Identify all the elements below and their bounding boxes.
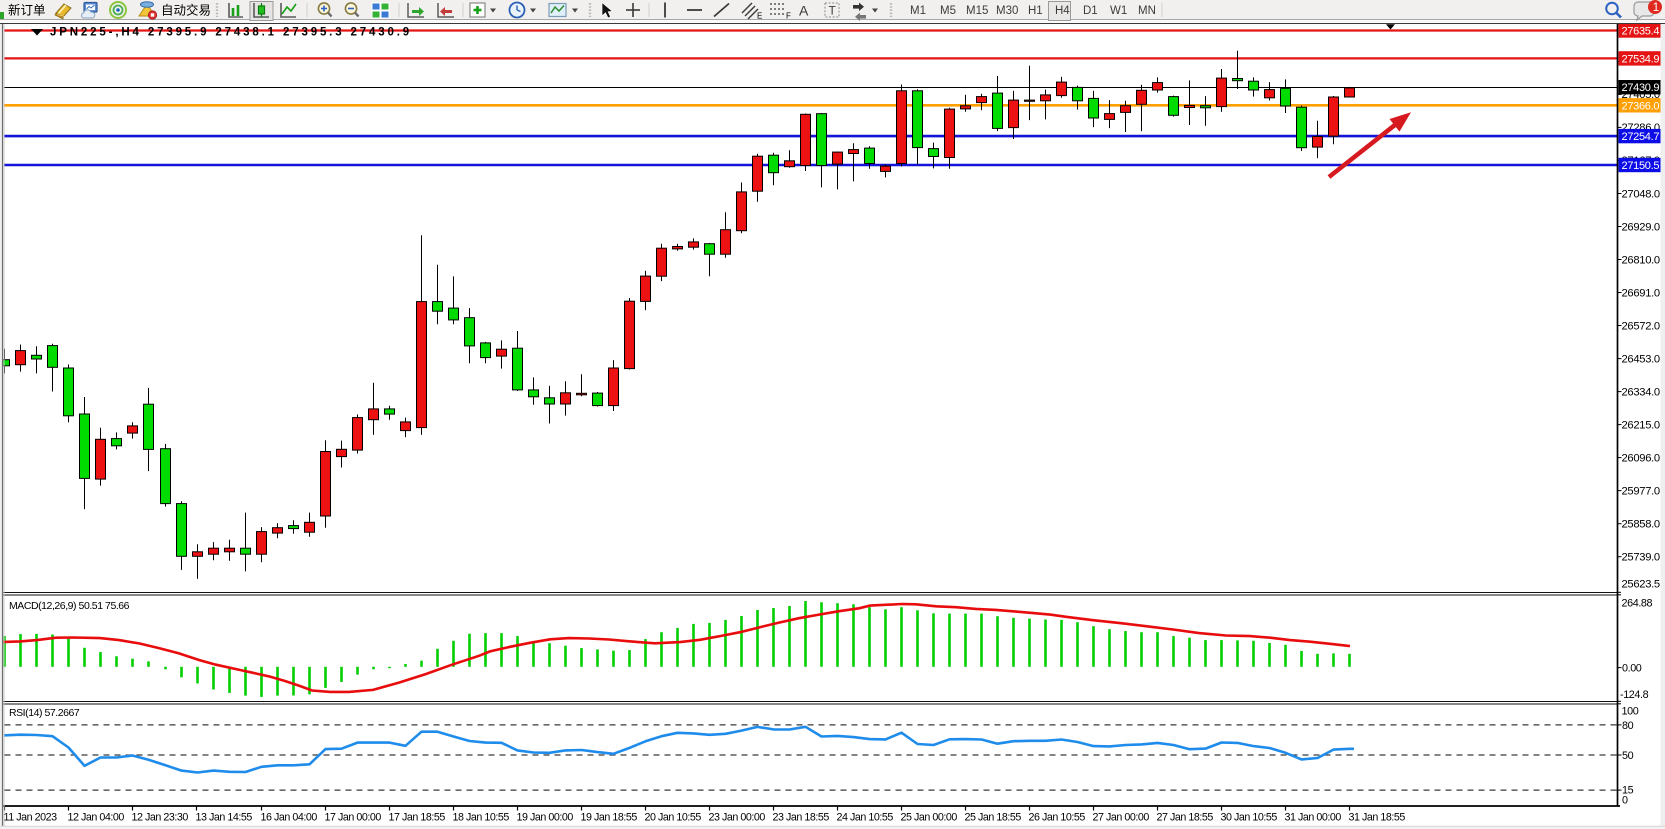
svg-text:23 Jan 00:00: 23 Jan 00:00 [709,812,766,824]
svg-text:26215.0: 26215.0 [1622,419,1660,431]
svg-text:27150.5: 27150.5 [1622,160,1660,172]
svg-text:20 Jan 10:55: 20 Jan 10:55 [645,812,702,824]
svg-text:50: 50 [1622,750,1634,762]
svg-text:13 Jan 14:55: 13 Jan 14:55 [196,812,253,824]
svg-text:11 Jan 2023: 11 Jan 2023 [4,812,58,824]
svg-text:25 Jan 00:00: 25 Jan 00:00 [901,812,958,824]
svg-text:-124.8: -124.8 [1620,689,1649,701]
svg-text:24 Jan 10:55: 24 Jan 10:55 [837,812,894,824]
svg-text:A: A [799,3,809,19]
svg-text:25 Jan 18:55: 25 Jan 18:55 [965,812,1022,824]
svg-text:26691.0: 26691.0 [1622,287,1660,299]
svg-text:31 Jan 18:55: 31 Jan 18:55 [1349,812,1406,824]
svg-text:25623.5: 25623.5 [1622,579,1660,591]
svg-text:26096.0: 26096.0 [1622,452,1660,464]
svg-text:M5: M5 [940,5,956,17]
svg-text:T: T [829,4,837,18]
svg-text:18 Jan 10:55: 18 Jan 10:55 [453,812,510,824]
svg-text:M30: M30 [996,5,1018,17]
svg-text:17 Jan 18:55: 17 Jan 18:55 [389,812,446,824]
svg-text:25977.0: 25977.0 [1622,485,1660,497]
svg-text:27254.7: 27254.7 [1622,131,1660,143]
svg-text:19 Jan 18:55: 19 Jan 18:55 [581,812,638,824]
svg-text:M1: M1 [910,5,926,17]
svg-text:0: 0 [1622,795,1628,807]
svg-text:26453.0: 26453.0 [1622,353,1660,365]
svg-text:MACD(12,26,9) 50.51 75.66: MACD(12,26,9) 50.51 75.66 [9,600,130,612]
svg-text:JPN225-,H4 27395.9 27438.1 27: JPN225-,H4 27395.9 27438.1 27395.3 27430… [50,27,412,39]
svg-text:27048.0: 27048.0 [1622,188,1660,200]
svg-text:26929.0: 26929.0 [1622,221,1660,233]
svg-text:1: 1 [1653,2,1659,14]
svg-text:25739.0: 25739.0 [1622,552,1660,564]
svg-text:100: 100 [1622,706,1639,718]
svg-text:26572.0: 26572.0 [1622,320,1660,332]
svg-text:25858.0: 25858.0 [1622,519,1660,531]
svg-text:D1: D1 [1083,5,1098,17]
svg-text:RSI(14) 57.2667: RSI(14) 57.2667 [9,707,80,719]
svg-text:80: 80 [1622,720,1634,732]
svg-text:MN: MN [1138,5,1156,17]
svg-text:27 Jan 00:00: 27 Jan 00:00 [1093,812,1150,824]
svg-text:27534.9: 27534.9 [1622,53,1660,65]
svg-text:15: 15 [1622,785,1634,797]
svg-text:H4: H4 [1055,5,1070,17]
svg-text:264.88: 264.88 [1622,598,1653,610]
svg-text:19 Jan 00:00: 19 Jan 00:00 [517,812,574,824]
svg-text:31 Jan 00:00: 31 Jan 00:00 [1285,812,1342,824]
svg-text:27430.9: 27430.9 [1622,82,1660,94]
svg-text:26810.0: 26810.0 [1622,254,1660,266]
svg-text:M15: M15 [966,5,988,17]
svg-text:30 Jan 10:55: 30 Jan 10:55 [1221,812,1278,824]
svg-text:H1: H1 [1028,5,1043,17]
svg-text:E: E [757,12,762,21]
svg-text:23 Jan 18:55: 23 Jan 18:55 [773,812,830,824]
svg-text:27366.0: 27366.0 [1622,100,1660,112]
svg-text:17 Jan 00:00: 17 Jan 00:00 [325,812,382,824]
svg-text:F: F [786,12,791,21]
svg-text:0.00: 0.00 [1622,663,1642,675]
svg-text:26334.0: 26334.0 [1622,386,1660,398]
svg-text:12 Jan 04:00: 12 Jan 04:00 [68,812,125,824]
svg-text:26 Jan 10:55: 26 Jan 10:55 [1029,812,1086,824]
svg-text:自动交易: 自动交易 [161,3,211,18]
svg-text:27635.4: 27635.4 [1622,26,1660,38]
svg-text:新订单: 新订单 [8,3,46,18]
svg-text:27 Jan 18:55: 27 Jan 18:55 [1157,812,1214,824]
svg-text:16 Jan 04:00: 16 Jan 04:00 [261,812,318,824]
svg-text:W1: W1 [1110,5,1127,17]
svg-text:12 Jan 23:30: 12 Jan 23:30 [132,812,189,824]
